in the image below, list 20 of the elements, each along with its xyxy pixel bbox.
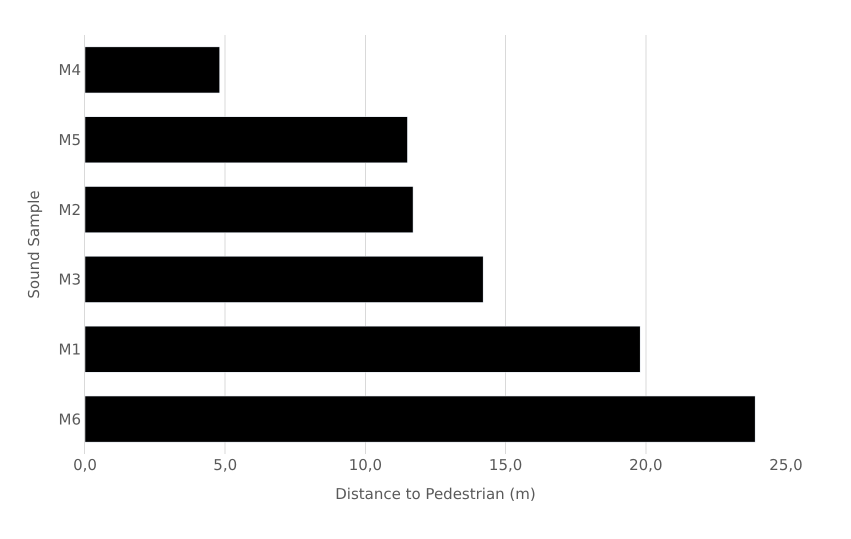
x-tick-label: 15,0 [488, 456, 522, 474]
x-tick-label: 0,0 [73, 456, 97, 474]
y-tick-label: M6 [58, 410, 81, 428]
x-tick-label: 25,0 [769, 456, 803, 474]
bar [85, 256, 484, 303]
x-tick-label: 10,0 [348, 456, 382, 474]
y-tick-label: M4 [58, 61, 81, 80]
bar [85, 46, 220, 94]
y-tick-label: M3 [58, 270, 81, 289]
y-axis-title: Sound Sample [24, 190, 43, 299]
x-tick-label: 5,0 [213, 456, 238, 474]
bar [85, 116, 408, 164]
y-tick-label: M5 [58, 131, 81, 149]
bar [85, 326, 640, 373]
y-tick-label: M2 [58, 200, 81, 219]
x-axis-title: Distance to Pedestrian (m) [335, 485, 536, 503]
x-tick-label: 20,0 [629, 456, 663, 474]
y-tick-label: M1 [58, 340, 81, 358]
bar [85, 396, 756, 442]
bar [85, 186, 414, 233]
